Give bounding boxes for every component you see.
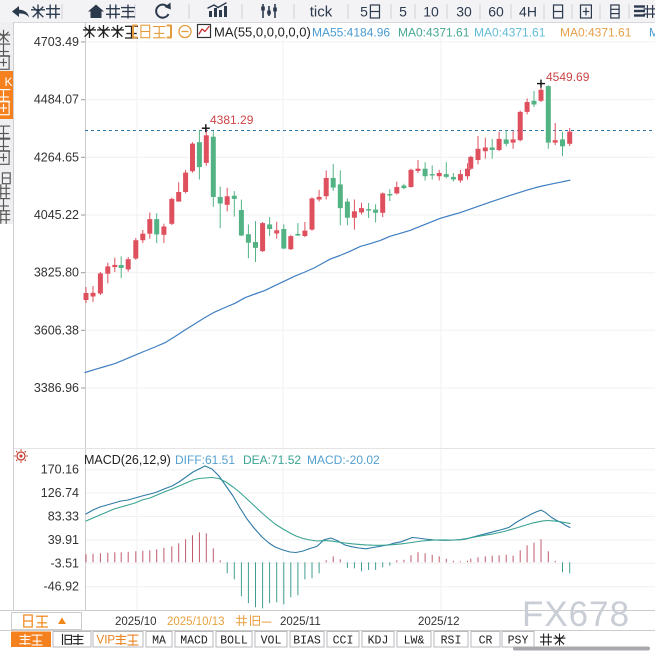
svg-text:VOL: VOL — [261, 635, 282, 648]
svg-text:2025/10: 2025/10 — [115, 616, 157, 628]
svg-text:DEA:71.52: DEA:71.52 — [243, 453, 301, 467]
svg-text:MA(55,0,0,0,0,0): MA(55,0,0,0,0,0) — [214, 25, 311, 40]
svg-text:BOLL: BOLL — [220, 635, 248, 648]
svg-text:DIFF:61.51: DIFF:61.51 — [175, 453, 235, 467]
svg-text:FX678: FX678 — [522, 595, 630, 634]
svg-text:BIAS: BIAS — [293, 635, 321, 648]
svg-text:126.74: 126.74 — [41, 486, 79, 500]
svg-text:4381.29: 4381.29 — [210, 113, 254, 127]
svg-text:2025/10/13: 2025/10/13 — [167, 616, 225, 628]
svg-text:170.16: 170.16 — [41, 463, 79, 477]
svg-text:VIP: VIP — [97, 635, 116, 647]
svg-text:tick: tick — [310, 4, 333, 21]
svg-text:2025/12: 2025/12 — [418, 616, 460, 628]
svg-text:MA0:4371.61: MA0:4371.61 — [474, 26, 546, 40]
svg-text:4264.65: 4264.65 — [34, 150, 79, 164]
svg-text:MACD: MACD — [180, 635, 208, 648]
svg-text:30: 30 — [456, 4, 472, 20]
svg-text:MA55:4184.96: MA55:4184.96 — [312, 26, 390, 40]
svg-text:MACD(26,12,9): MACD(26,12,9) — [84, 453, 171, 467]
svg-text:3386.96: 3386.96 — [34, 381, 79, 395]
svg-text:K: K — [4, 75, 12, 89]
svg-text:MA: MA — [152, 635, 166, 648]
svg-text:5: 5 — [399, 4, 407, 20]
svg-text:83.33: 83.33 — [48, 510, 79, 524]
svg-text:-3.51: -3.51 — [51, 556, 80, 570]
svg-text:4045.22: 4045.22 — [34, 208, 79, 222]
svg-text:3606.38: 3606.38 — [34, 323, 79, 337]
svg-text:RSI: RSI — [441, 635, 462, 648]
svg-text:MA0:4371.61: MA0:4371.61 — [560, 26, 632, 40]
svg-text:KDJ: KDJ — [368, 635, 389, 648]
svg-text:4484.07: 4484.07 — [34, 93, 79, 107]
svg-text:PSY: PSY — [508, 635, 529, 648]
svg-text:-46.92: -46.92 — [44, 580, 79, 594]
svg-text:MACD:-20.02: MACD:-20.02 — [307, 453, 380, 467]
svg-text:4703.49: 4703.49 — [34, 35, 79, 49]
svg-text:4549.69: 4549.69 — [546, 70, 590, 84]
svg-text:CCI: CCI — [333, 635, 354, 648]
svg-text:3825.80: 3825.80 — [34, 266, 79, 280]
svg-text:M: M — [649, 26, 655, 40]
svg-text:4H: 4H — [519, 4, 537, 20]
svg-text:5: 5 — [360, 4, 368, 20]
svg-text:2025/11: 2025/11 — [280, 616, 321, 628]
svg-text:LW&: LW& — [404, 635, 425, 648]
svg-text:39.91: 39.91 — [48, 533, 79, 547]
svg-text:CR: CR — [479, 635, 493, 648]
svg-text:MA0:4371.61: MA0:4371.61 — [398, 26, 470, 40]
svg-text:10: 10 — [423, 4, 439, 20]
svg-text:60: 60 — [488, 4, 504, 20]
